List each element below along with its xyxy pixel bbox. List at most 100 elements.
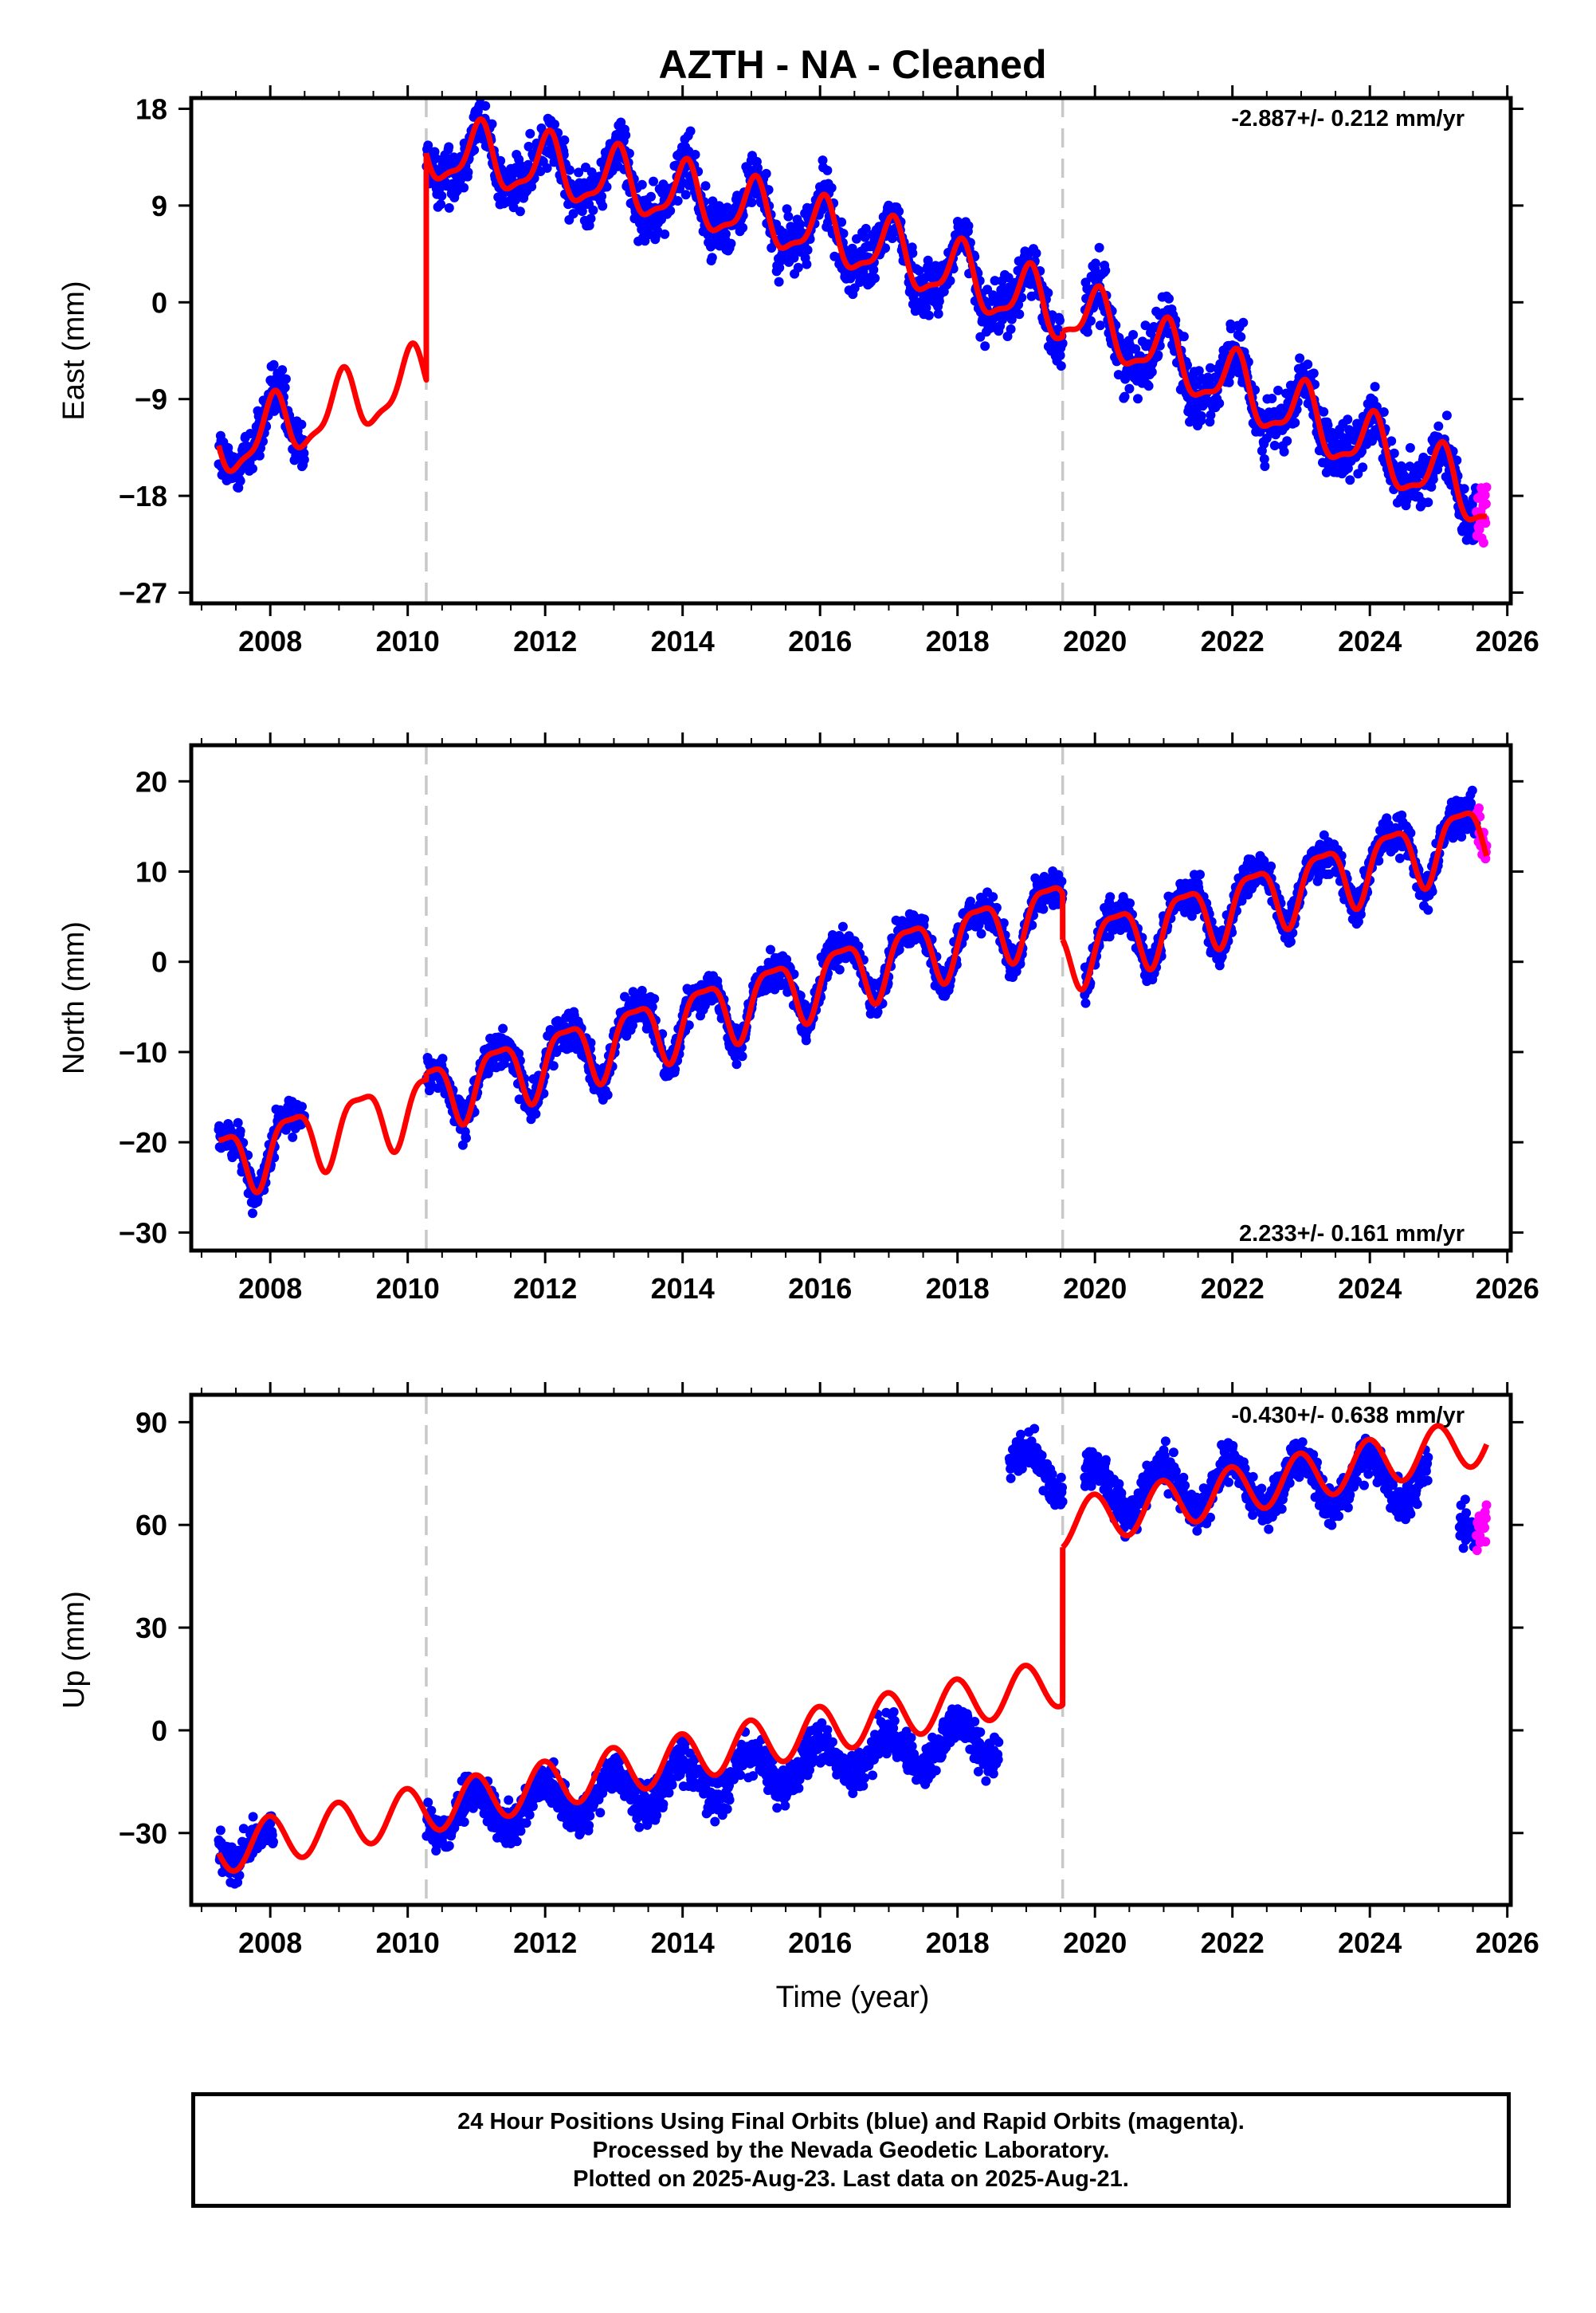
final-orbit-point: [1140, 320, 1151, 331]
y-tick-label: 0: [151, 286, 167, 319]
final-orbit-point: [1448, 833, 1458, 843]
final-orbit-point: [801, 1035, 811, 1046]
final-orbit-point: [945, 276, 955, 286]
final-orbit-point: [480, 100, 491, 111]
observations: [214, 98, 1492, 548]
final-orbit-point: [726, 238, 736, 249]
final-orbit-point: [1164, 293, 1174, 304]
final-orbit-point: [1467, 785, 1477, 795]
rapid-orbit-point: [1478, 538, 1488, 548]
final-orbit-point: [1303, 359, 1313, 370]
final-orbit-point: [690, 150, 700, 159]
final-orbit-point: [559, 135, 570, 145]
model-curve: [216, 1072, 429, 1196]
final-orbit-point: [766, 944, 775, 955]
final-orbit-point: [802, 245, 813, 255]
final-orbit-point: [469, 145, 480, 155]
final-orbit-point: [684, 1020, 694, 1031]
final-orbit-point: [1394, 853, 1405, 863]
final-orbit-point: [588, 205, 598, 215]
final-orbit-point: [437, 1054, 448, 1064]
y-tick-label: −30: [119, 1216, 167, 1249]
final-orbit-point: [277, 365, 288, 375]
final-orbit-point: [1259, 856, 1269, 866]
velocity-label: 2.233+/- 0.161 mm/yr: [1239, 1221, 1465, 1247]
final-orbit-point: [774, 262, 785, 273]
final-orbit-point: [1374, 856, 1384, 866]
final-orbit-point: [1125, 898, 1135, 909]
final-orbit-point: [1133, 394, 1143, 404]
x-tick-label: 2012: [513, 625, 577, 658]
final-orbit-point: [707, 253, 717, 263]
final-orbit-point: [1427, 886, 1437, 897]
final-orbit-point: [1143, 381, 1154, 391]
final-orbit-point: [1086, 316, 1096, 326]
final-orbit-point: [834, 964, 845, 975]
final-orbit-point: [621, 130, 631, 140]
x-tick-label: 2018: [926, 625, 990, 658]
x-tick-label: 2012: [513, 1272, 577, 1305]
x-tick-label: 2020: [1063, 625, 1127, 658]
final-orbit-point: [933, 308, 943, 319]
final-orbit-point: [548, 1061, 559, 1071]
final-orbit-point: [1196, 410, 1206, 421]
final-orbit-point: [437, 190, 447, 201]
final-orbit-point: [921, 303, 931, 313]
final-orbit-point: [233, 1117, 243, 1128]
final-orbit-point: [515, 206, 525, 217]
final-orbit-point: [1355, 909, 1366, 920]
plot-frame: [189, 743, 1513, 1253]
final-orbit-point: [1055, 350, 1065, 360]
final-orbit-point: [1285, 937, 1296, 947]
final-orbit-point: [248, 1208, 257, 1219]
final-orbit-point: [1153, 350, 1163, 360]
final-orbit-point: [459, 183, 469, 193]
final-orbit-point: [649, 176, 658, 187]
final-orbit-point: [616, 117, 626, 128]
final-orbit-point: [1406, 828, 1416, 838]
east-panel: 2008 2010 2012 2014 2016 2018 2020 2022 2024 2026…: [57, 85, 1539, 658]
final-orbit-point: [1452, 455, 1462, 465]
y-tick-label: 10: [135, 856, 167, 889]
observations: [214, 1424, 1492, 1889]
x-tick-label: 2022: [1201, 1272, 1265, 1305]
plot-area: [214, 745, 1492, 1251]
y-tick-label: 9: [151, 190, 167, 222]
final-orbit-point: [1245, 854, 1256, 865]
y-tick-label: −10: [119, 1036, 167, 1069]
x-tick-label: 2018: [926, 1272, 990, 1305]
plot-area: [214, 98, 1492, 603]
final-orbit-point: [1343, 463, 1353, 473]
final-orbit-point: [700, 181, 711, 191]
y-tick-label: 18: [135, 92, 167, 125]
final-orbit-point: [1214, 399, 1225, 409]
final-orbit-point: [646, 191, 656, 202]
final-orbit-point: [998, 918, 1009, 929]
final-orbit-point: [235, 1126, 245, 1137]
final-orbit-point: [976, 929, 986, 939]
final-orbit-point: [873, 1007, 883, 1017]
final-orbit-point: [795, 219, 806, 230]
final-orbit-point: [433, 1083, 443, 1094]
final-orbit-point: [1055, 316, 1065, 325]
final-orbit-point: [738, 222, 748, 233]
final-orbit-point: [1267, 394, 1277, 403]
final-orbit-point: [1260, 461, 1270, 471]
final-orbit-point: [761, 168, 771, 179]
final-orbit-point: [1082, 327, 1092, 337]
x-tick-label: 2016: [788, 1272, 852, 1305]
final-orbit-point: [498, 1023, 508, 1034]
final-orbit-point: [914, 265, 924, 276]
x-tick-label: 2026: [1476, 1272, 1539, 1305]
final-orbit-point: [1266, 861, 1276, 871]
final-orbit-point: [602, 1090, 613, 1100]
final-orbit-point: [670, 1064, 680, 1074]
final-orbit-point: [269, 1836, 278, 1847]
final-orbit-point: [685, 126, 696, 136]
velocity-label: -2.887+/- 0.212 mm/yr: [1231, 106, 1465, 132]
final-orbit-point: [597, 191, 606, 202]
final-orbit-point: [423, 140, 433, 151]
final-orbit-point: [299, 454, 309, 465]
final-orbit-point: [248, 1812, 258, 1822]
final-orbit-point: [1426, 481, 1437, 492]
